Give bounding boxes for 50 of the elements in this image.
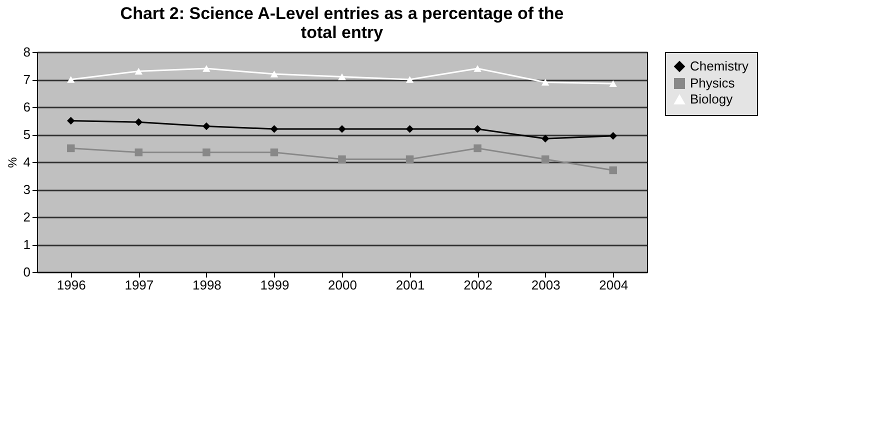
y-tick-label: 7 [23,72,30,87]
point [67,76,75,83]
y-tick-label: 4 [23,154,30,170]
legend-label: Biology [690,92,734,106]
chart-title: Chart 2: Science A-Level entries as a percentage of the total entry [120,4,564,42]
y-tick-label: 3 [23,182,30,197]
y-tick-label: 0 [23,264,30,280]
point [338,125,346,133]
x-tick-label: 2000 [328,278,357,292]
legend-label: Chemistry [690,58,750,74]
point [270,148,278,156]
point [541,78,550,86]
point [338,155,346,164]
x-tick-label: 1998 [192,278,222,292]
point [474,125,482,133]
point [609,132,617,140]
x-tick-label: 1999 [260,278,290,292]
point [270,125,278,133]
point [406,155,414,164]
legend-label: Physics [690,76,736,90]
x-tick-label: 2001 [396,278,425,292]
point [67,116,75,125]
point [338,73,346,80]
x-tick-label: 2004 [599,278,628,292]
x-tick-label: 2003 [531,278,560,292]
point [406,125,414,133]
point [134,68,143,75]
point [134,148,143,156]
y-tick-label: 5 [23,127,30,142]
y-tick-label: 2 [23,210,30,224]
point [202,65,210,72]
point [134,118,143,126]
point [609,80,617,87]
point [474,65,482,72]
point [202,122,210,130]
x-tick-label: 1997 [124,278,154,292]
point [609,166,617,174]
point [270,70,278,78]
y-tick-label: 8 [23,44,30,60]
point [406,76,414,83]
point [202,148,210,156]
y-axis-title: % [5,156,20,168]
x-tick-label: 2002 [464,278,493,292]
point [541,134,550,142]
point [541,155,550,164]
point [67,144,75,152]
y-tick-label: 6 [23,100,30,114]
y-tick-label: 1 [23,237,30,252]
x-tick-label: 1996 [56,278,86,292]
point [474,144,482,152]
